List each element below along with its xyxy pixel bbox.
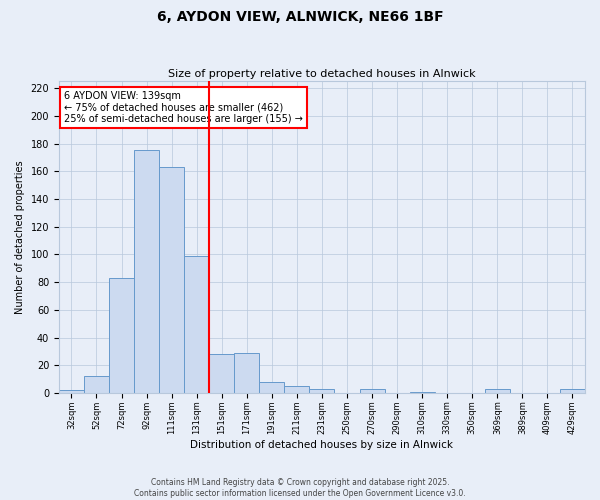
Bar: [485, 389, 510, 393]
X-axis label: Distribution of detached houses by size in Alnwick: Distribution of detached houses by size …: [190, 440, 454, 450]
Bar: [59, 390, 84, 393]
Bar: [134, 150, 159, 393]
Y-axis label: Number of detached properties: Number of detached properties: [15, 160, 25, 314]
Bar: [84, 376, 109, 393]
Bar: [560, 389, 585, 393]
Bar: [259, 382, 284, 393]
Bar: [359, 389, 385, 393]
Bar: [184, 256, 209, 393]
Text: 6 AYDON VIEW: 139sqm
← 75% of detached houses are smaller (462)
25% of semi-deta: 6 AYDON VIEW: 139sqm ← 75% of detached h…: [64, 90, 303, 124]
Text: 6, AYDON VIEW, ALNWICK, NE66 1BF: 6, AYDON VIEW, ALNWICK, NE66 1BF: [157, 10, 443, 24]
Bar: [410, 392, 434, 393]
Bar: [234, 352, 259, 393]
Bar: [310, 389, 334, 393]
Bar: [209, 354, 234, 393]
Bar: [159, 167, 184, 393]
Bar: [109, 278, 134, 393]
Title: Size of property relative to detached houses in Alnwick: Size of property relative to detached ho…: [168, 69, 476, 79]
Text: Contains HM Land Registry data © Crown copyright and database right 2025.
Contai: Contains HM Land Registry data © Crown c…: [134, 478, 466, 498]
Bar: [284, 386, 310, 393]
